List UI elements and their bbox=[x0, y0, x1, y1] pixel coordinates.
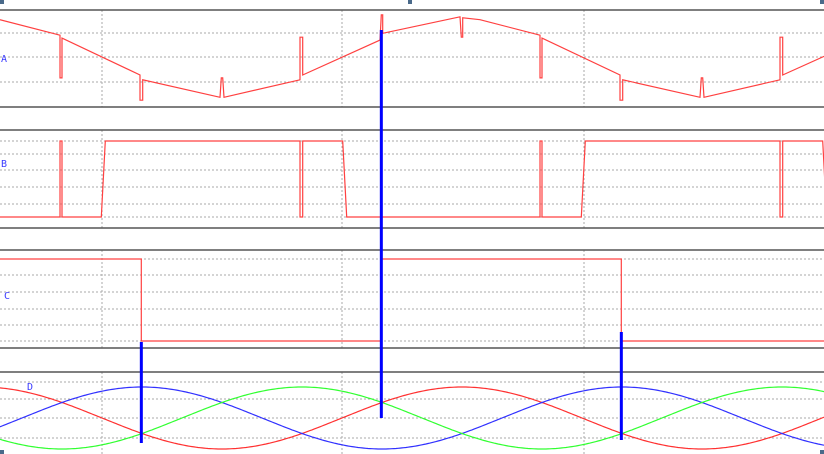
trace-b bbox=[0, 140, 824, 218]
cursors[interactable] bbox=[139, 30, 623, 443]
trace-c bbox=[0, 258, 824, 342]
phase-sine-2 bbox=[0, 386, 824, 450]
panel-label-b: B bbox=[1, 159, 7, 170]
panel-label-d: D bbox=[27, 382, 33, 393]
phase-sine-1 bbox=[0, 386, 824, 450]
traces bbox=[0, 14, 824, 450]
panel-label-c: C bbox=[4, 291, 10, 302]
resize-handle[interactable] bbox=[820, 0, 824, 4]
resize-handle[interactable] bbox=[0, 0, 4, 4]
phase-sine-3 bbox=[0, 386, 824, 450]
trace-a bbox=[0, 14, 824, 101]
resize-handle[interactable] bbox=[0, 450, 4, 454]
resize-handle[interactable] bbox=[820, 450, 824, 454]
panel-label-a: A bbox=[1, 54, 7, 65]
resize-handle[interactable] bbox=[408, 0, 412, 4]
